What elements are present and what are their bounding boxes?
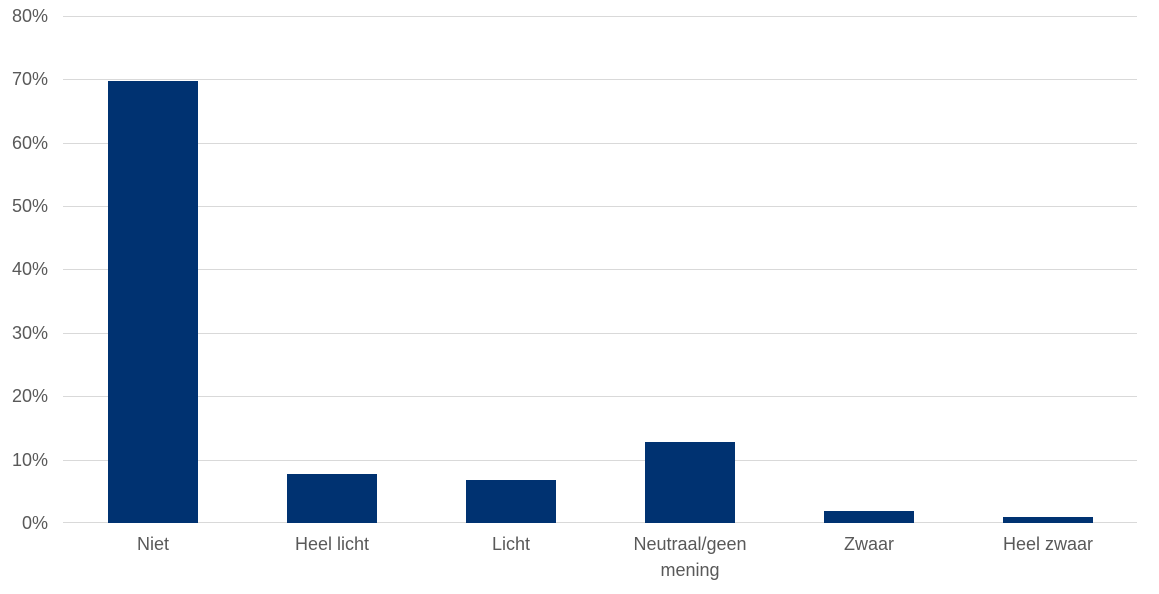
y-tick-label: 40% bbox=[11, 259, 48, 279]
x-axis: Niet Heel licht Licht Neutraal/geen mening Z… bbox=[63, 531, 1137, 591]
bar-licht bbox=[466, 480, 556, 523]
x-category-label: Niet bbox=[136, 534, 169, 554]
bar-heel-licht bbox=[287, 474, 377, 523]
y-tick-label: 80% bbox=[11, 6, 48, 26]
gridline-20pct bbox=[63, 396, 1137, 397]
y-tick-label: 30% bbox=[11, 323, 48, 343]
x-category-label: Neutraal/geen mening bbox=[633, 534, 747, 580]
y-tick-label: 10% bbox=[11, 450, 48, 470]
gridline-70pct bbox=[63, 79, 1137, 80]
gridline-80pct bbox=[63, 16, 1137, 17]
y-tick-label: 0% bbox=[21, 513, 48, 533]
gridline-30pct bbox=[63, 333, 1137, 334]
y-tick-label: 70% bbox=[11, 69, 48, 89]
y-tick-label: 50% bbox=[11, 196, 48, 216]
y-tick-label: 60% bbox=[11, 133, 48, 153]
gridline-40pct bbox=[63, 269, 1137, 270]
gridline-60pct bbox=[63, 143, 1137, 144]
gridline-10pct bbox=[63, 460, 1137, 461]
gridline-50pct bbox=[63, 206, 1137, 207]
x-category-label: Heel licht bbox=[294, 534, 370, 554]
plot-area bbox=[63, 16, 1137, 523]
bar-heel-zwaar bbox=[1003, 517, 1093, 523]
y-tick-label: 20% bbox=[11, 386, 48, 406]
y-axis: 0% 10% 20% 30% 40% 50% 60% 70% 80% bbox=[0, 0, 55, 594]
x-category-label: Zwaar bbox=[843, 534, 894, 554]
bar-niet bbox=[108, 81, 198, 523]
bar-neutraal-geen-mening bbox=[645, 442, 735, 523]
bar-zwaar bbox=[824, 511, 914, 523]
x-category-label: Licht bbox=[491, 534, 531, 554]
x-category-label: Heel zwaar bbox=[1002, 534, 1094, 554]
gridline-0pct bbox=[63, 522, 1137, 523]
